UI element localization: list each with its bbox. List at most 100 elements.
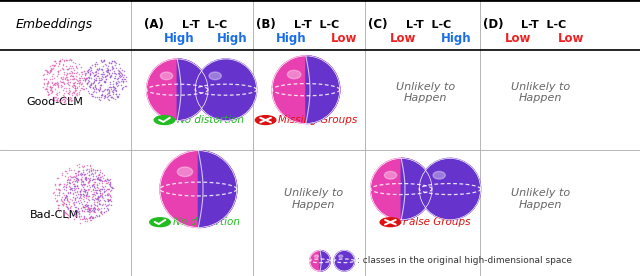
Point (63, 199, 73, 203)
Point (77, 168, 88, 172)
Point (110, 96, 120, 101)
Text: Bad-CLM: Bad-CLM (30, 210, 79, 220)
Point (84, 209, 95, 213)
Point (61, 211, 71, 215)
Point (95, 178, 105, 182)
Point (61, 75, 72, 79)
Point (79, 193, 90, 198)
Point (64, 71, 74, 75)
Point (117, 87, 127, 92)
Point (99, 189, 109, 193)
Point (84, 210, 95, 214)
Point (62, 71, 72, 75)
Point (85, 80, 95, 85)
Point (108, 82, 118, 86)
Point (102, 70, 113, 74)
Circle shape (154, 116, 175, 124)
Point (83, 188, 93, 192)
Point (64, 181, 74, 185)
Point (104, 97, 114, 102)
Point (95, 83, 105, 87)
Point (83, 209, 93, 213)
Point (63, 177, 73, 181)
Point (59, 95, 69, 99)
Point (114, 79, 124, 84)
Point (61, 183, 71, 187)
Point (79, 187, 89, 191)
Point (108, 87, 118, 92)
Point (84, 179, 94, 183)
Point (68, 202, 79, 206)
Point (88, 73, 99, 77)
Point (76, 188, 86, 192)
Point (60, 184, 70, 188)
Point (96, 71, 106, 76)
Point (89, 206, 99, 210)
Point (70, 61, 81, 65)
Point (86, 183, 97, 187)
Point (79, 176, 90, 180)
Point (99, 88, 109, 92)
Point (63, 67, 73, 71)
Point (104, 91, 115, 95)
Point (74, 90, 84, 94)
Point (56, 198, 66, 202)
Point (104, 198, 114, 202)
Point (95, 174, 106, 179)
Point (49, 94, 59, 99)
Text: Unlikely to
Happen: Unlikely to Happen (511, 188, 570, 209)
Point (97, 184, 107, 189)
Point (77, 87, 88, 91)
Point (105, 80, 115, 84)
Point (66, 73, 76, 77)
Point (115, 65, 125, 70)
Point (116, 86, 127, 91)
Point (96, 83, 106, 87)
Point (81, 194, 92, 198)
Point (92, 195, 102, 199)
Point (54, 209, 65, 213)
Circle shape (255, 116, 276, 124)
Point (54, 99, 64, 103)
Point (111, 92, 121, 97)
Point (75, 189, 85, 193)
Point (91, 188, 101, 192)
Point (69, 167, 79, 172)
Point (102, 69, 113, 74)
Point (60, 210, 70, 214)
Point (100, 178, 110, 183)
Ellipse shape (371, 158, 432, 220)
Point (77, 196, 88, 201)
Point (58, 184, 68, 189)
Point (102, 181, 113, 185)
Point (118, 77, 129, 81)
Ellipse shape (161, 72, 173, 80)
Point (54, 190, 65, 195)
Point (90, 207, 100, 211)
Point (100, 95, 111, 99)
Point (62, 67, 72, 71)
Point (83, 181, 93, 185)
Point (70, 214, 81, 218)
Point (60, 98, 70, 102)
Point (64, 178, 74, 182)
Point (63, 213, 73, 217)
Point (67, 77, 77, 81)
Point (70, 96, 80, 100)
Point (94, 80, 104, 84)
Point (100, 184, 110, 189)
Point (80, 77, 90, 81)
Point (83, 176, 93, 181)
Point (65, 191, 75, 195)
Point (100, 199, 110, 203)
Point (68, 191, 78, 195)
Point (81, 193, 91, 197)
Point (65, 77, 76, 81)
Point (76, 214, 86, 218)
Point (111, 60, 121, 65)
Point (70, 184, 80, 188)
Point (81, 203, 91, 208)
Point (43, 81, 53, 86)
Point (121, 79, 131, 83)
Point (97, 68, 108, 72)
